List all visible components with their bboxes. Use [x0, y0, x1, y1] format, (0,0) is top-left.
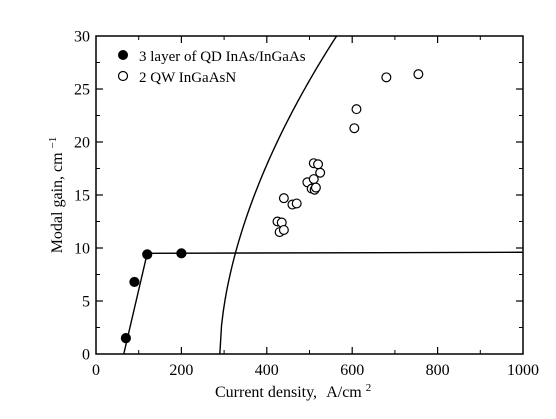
x-tick-label: 200 — [169, 362, 193, 379]
qw-data-point — [315, 167, 326, 178]
qd-data-point — [142, 249, 153, 260]
y-axis-label: Modal gain, cm −1 — [47, 137, 66, 254]
y-axis-label-sup: −1 — [47, 137, 59, 149]
qw-data-point — [413, 69, 424, 80]
qw-data-point — [313, 159, 324, 170]
y-tick-label: 15 — [74, 188, 90, 205]
qd-fit-line — [123, 251, 523, 354]
legend-marker-qw — [117, 70, 129, 82]
x-axis-label-unit: A/cm — [326, 384, 362, 401]
qd-data-point — [129, 276, 140, 288]
qw-data-point — [349, 123, 360, 134]
y-tick-label: 10 — [74, 241, 90, 258]
qw-data-point — [291, 198, 302, 209]
x-tick-label: 400 — [255, 362, 279, 379]
x-tick-label: 600 — [340, 362, 364, 379]
legend: 3 layer of QD InAs/InGaAs 2 QW InGaAsN — [117, 49, 306, 86]
legend-label-qd: 3 layer of QD InAs/InGaAs — [139, 49, 306, 65]
x-axis-label: Current density, A/cm 2 — [215, 382, 371, 401]
x-tick-label: 0 — [92, 362, 100, 379]
qw-data-point — [278, 193, 289, 204]
qw-data-point — [381, 72, 392, 83]
y-tick-label: 25 — [74, 82, 90, 99]
qw-data-point — [310, 182, 321, 193]
qd-data-point — [120, 333, 131, 344]
ticks: 0 200 400 600 800 1000 0 5 10 15 20 25 30 — [74, 29, 539, 380]
qw-fit-curve — [219, 36, 338, 354]
y-tick-label: 20 — [74, 135, 90, 152]
y-tick-label: 30 — [74, 29, 90, 46]
data-points — [120, 69, 424, 344]
x-axis-label-text: Current density, — [215, 384, 317, 401]
y-tick-label: 0 — [82, 347, 90, 364]
legend-label-qw: 2 QW InGaAsN — [139, 70, 236, 86]
qw-data-point — [351, 104, 362, 115]
qw-data-point — [278, 224, 289, 235]
y-axis-label-text: Modal gain, cm — [49, 152, 66, 253]
x-tick-label: 800 — [426, 362, 450, 379]
x-axis-label-unit-sup: 2 — [366, 382, 372, 394]
x-tick-label: 1000 — [507, 362, 539, 379]
qd-data-point — [176, 248, 187, 259]
y-tick-label: 5 — [82, 294, 90, 311]
legend-marker-qd — [118, 50, 128, 60]
